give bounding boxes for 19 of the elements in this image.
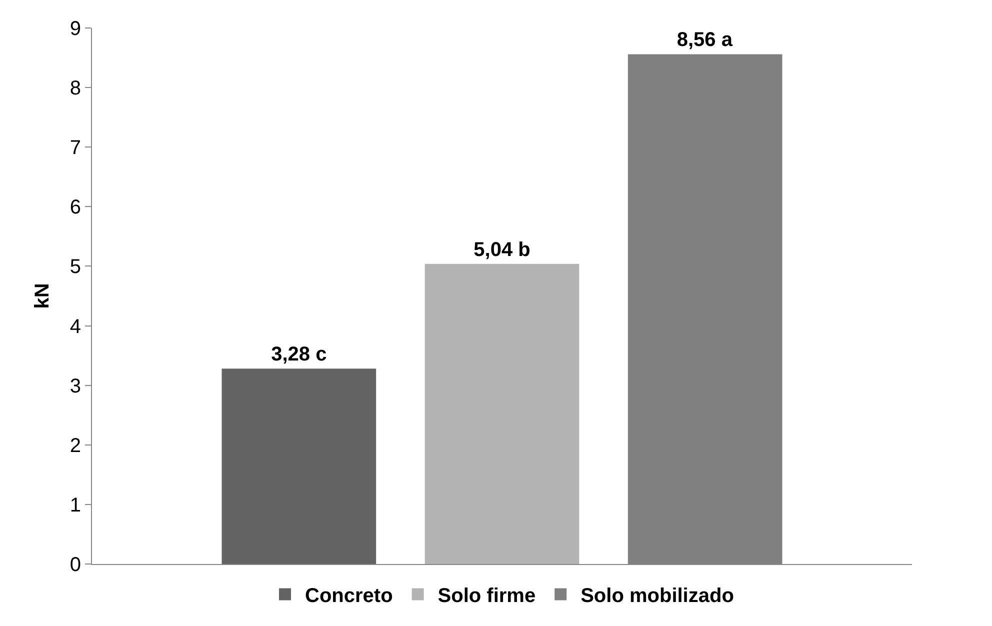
y-tick-label: 1: [70, 494, 81, 516]
legend-label: Solo mobilizado: [580, 585, 734, 608]
data-label: 8,56 a: [676, 29, 734, 52]
bar: [424, 264, 580, 564]
y-tick-label: 0: [70, 554, 81, 576]
y-tick-label: 5: [70, 256, 81, 278]
legend-label: Concreto: [305, 585, 393, 608]
bar: [222, 368, 376, 564]
data-label: 3,28 c: [271, 344, 327, 366]
y-axis-title: kN: [31, 283, 54, 309]
y-tick-label: 8: [70, 78, 81, 100]
y-tick-label: 4: [70, 316, 81, 338]
data-label: 5,04 b: [474, 238, 530, 261]
y-tick-label: 2: [70, 434, 81, 457]
y-tick-label: 7: [70, 137, 81, 160]
y-tick-label: 6: [70, 196, 81, 219]
y-tick-label: 9: [70, 18, 81, 40]
legend-label: Solo firme: [438, 585, 536, 608]
y-tick-label: 3: [70, 375, 81, 398]
